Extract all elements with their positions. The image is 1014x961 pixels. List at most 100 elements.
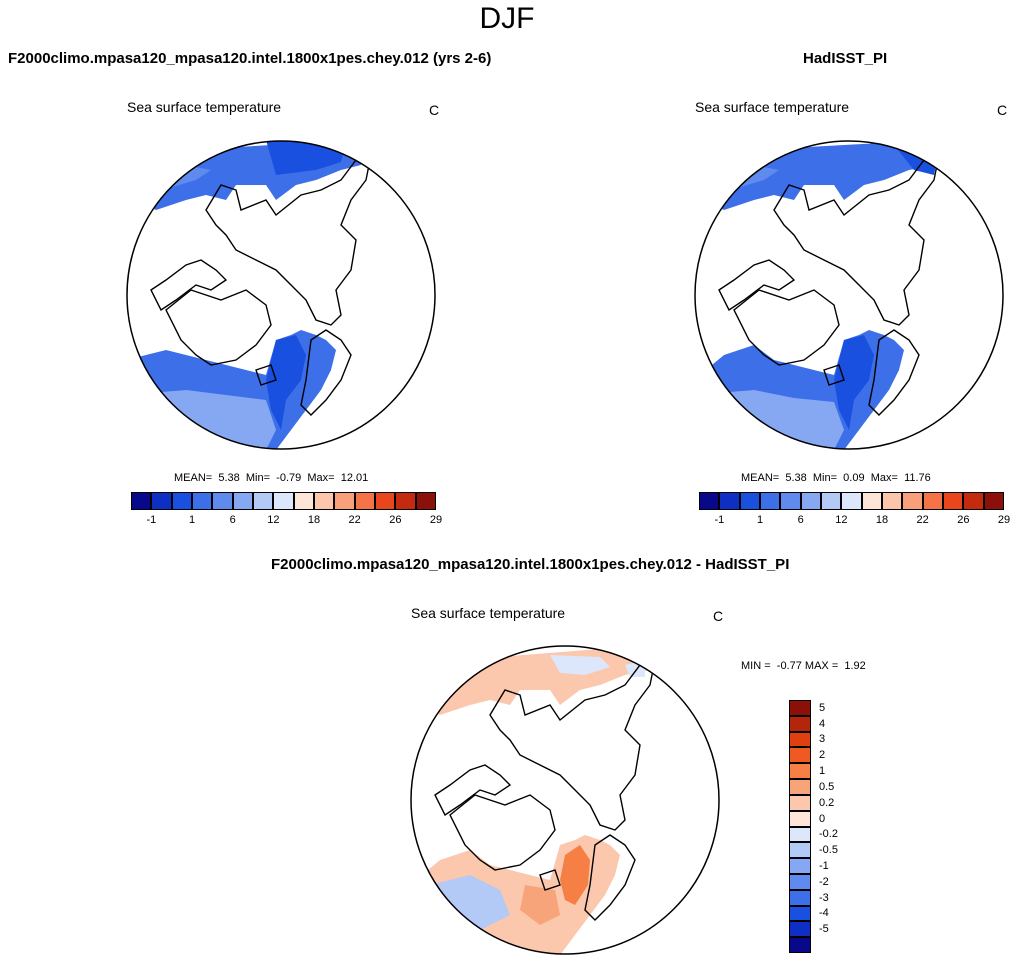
diff-panel-title: F2000climo.mpasa120_mpasa120.intel.1800x… bbox=[271, 556, 790, 573]
panel1-colorbar-swatch bbox=[212, 492, 233, 510]
panel1-mean-value: 5.38 bbox=[218, 472, 240, 484]
panel2-max-label: Max= bbox=[870, 472, 898, 484]
panel1-colorbar-swatch bbox=[253, 492, 274, 510]
panel1-coastline-canada bbox=[150, 259, 228, 312]
diff-colorbar-tick-label: 0.5 bbox=[819, 780, 835, 793]
panel2-colorbar-tick-label: -1 bbox=[714, 514, 725, 526]
panel2-colorbar-swatch bbox=[861, 492, 882, 510]
panel1-map bbox=[126, 140, 436, 450]
panel2-coastline-asia bbox=[773, 153, 940, 326]
panel2-colorbar-tick-label: 1 bbox=[756, 514, 764, 526]
panel2-colorbar-swatch bbox=[699, 492, 720, 510]
panel1-min-value: -0.79 bbox=[276, 472, 302, 484]
panel2-min-value: 0.09 bbox=[843, 472, 865, 484]
diff-coastline-canada bbox=[434, 764, 512, 817]
panel1-colorbar-swatch bbox=[415, 492, 436, 510]
panel2-map bbox=[694, 140, 1004, 450]
panel2-colorbar-tick-label: 6 bbox=[797, 514, 804, 526]
panel1-colorbar-ticks: -1 1 6 12 18 22 26 29 bbox=[131, 514, 442, 528]
panel1-colorbar-swatch bbox=[375, 492, 396, 510]
diff-colorbar-swatch bbox=[789, 779, 811, 795]
panel1-colorbar-tick-label: -1 bbox=[146, 514, 157, 526]
diff-colorbar-swatch bbox=[789, 731, 811, 748]
panel2-mean-label: MEAN= bbox=[741, 472, 780, 484]
diff-colorbar-tick-label: 5 bbox=[819, 701, 826, 714]
panel2-max-value: 11.76 bbox=[904, 472, 931, 484]
panel1-mean-label: MEAN= bbox=[174, 472, 213, 484]
diff-colorbar bbox=[789, 700, 811, 953]
panel2-colorbar-swatch bbox=[882, 492, 903, 510]
diff-colorbar-tick-label: 0.2 bbox=[819, 796, 835, 809]
panel2-units: C bbox=[997, 102, 1008, 118]
panel1-colorbar bbox=[131, 492, 436, 510]
panel1-coastline-asia bbox=[205, 153, 372, 326]
diff-min-label: MIN = bbox=[741, 660, 771, 672]
panel1-min-label: Min= bbox=[245, 472, 271, 484]
diff-colorbar-tick-label: 2 bbox=[819, 749, 826, 762]
panel2-coastline-iceland bbox=[823, 364, 845, 386]
panel1-colorbar-swatch bbox=[273, 492, 294, 510]
diff-colorbar-tick-label: -1 bbox=[819, 859, 829, 872]
diff-max-value: 1.92 bbox=[844, 660, 866, 672]
diff-field-label: Sea surface temperature bbox=[411, 605, 566, 621]
panel2-colorbar-tick-label: 12 bbox=[835, 514, 848, 526]
panel1-norwegian-sea-sst bbox=[266, 335, 306, 430]
panel1-colorbar-tick-label: 22 bbox=[348, 514, 361, 526]
panel1-colorbar-tick-label: 1 bbox=[188, 514, 196, 526]
panel1-colorbar-tick-label: 6 bbox=[229, 514, 236, 526]
diff-pacific-anomaly-cool bbox=[550, 655, 610, 675]
panel2-colorbar-swatch bbox=[800, 492, 821, 510]
panel2-stats: MEAN= 5.38 Min= 0.09 Max= 11.76 bbox=[741, 472, 931, 484]
panel1-coastline-iceland bbox=[255, 364, 277, 386]
diff-coastline-asia bbox=[489, 658, 656, 831]
diff-colorbar-swatch bbox=[789, 810, 811, 827]
diff-colorbar-swatch bbox=[789, 858, 811, 874]
diff-colorbar-ticks: 5 4 3 2 1 0.5 0.2 0 -0.2 -0.5 -1 -2 -3 -4 -5 bbox=[817, 700, 857, 953]
diff-colorbar-tick-label: 4 bbox=[819, 717, 826, 730]
diff-colorbar-tick-label: 3 bbox=[819, 733, 826, 746]
diff-colorbar-tick-label: -4 bbox=[819, 907, 829, 920]
panel2-colorbar-swatch bbox=[841, 492, 862, 510]
panel2-colorbar-ticks: -1 1 6 12 18 22 26 29 bbox=[699, 514, 1010, 528]
diff-colorbar-swatch bbox=[789, 873, 811, 890]
panel2-coastline-greenland bbox=[733, 289, 840, 366]
diff-colorbar-swatch bbox=[789, 763, 811, 780]
diff-max-label: MAX = bbox=[804, 660, 839, 672]
panel1-max-value: 12.01 bbox=[340, 472, 369, 484]
diff-colorbar-swatch bbox=[789, 937, 811, 953]
panel2-colorbar-swatch bbox=[943, 492, 964, 510]
diff-colorbar-tick-label: -0.2 bbox=[819, 828, 838, 841]
panel2-colorbar-swatch bbox=[719, 492, 740, 510]
diff-colorbar-tick-label: -3 bbox=[819, 891, 829, 904]
diff-colorbar-swatch bbox=[789, 700, 811, 716]
panel2-colorbar-tick-label: 26 bbox=[957, 514, 970, 526]
diff-min-value: -0.77 bbox=[776, 660, 802, 672]
panel1-colorbar-swatch bbox=[293, 492, 314, 510]
diff-colorbar-tick-label: -5 bbox=[819, 923, 829, 936]
panel1-colorbar-swatch bbox=[232, 492, 253, 510]
diff-colorbar-swatch bbox=[789, 826, 811, 843]
panel2-colorbar-swatch bbox=[780, 492, 801, 510]
diff-colorbar-swatch bbox=[789, 921, 811, 938]
diff-coastline-iceland bbox=[539, 869, 561, 891]
diff-colorbar-tick-label: -0.5 bbox=[819, 844, 838, 857]
panel1-coastline-greenland bbox=[165, 289, 272, 366]
diff-colorbar-swatch bbox=[789, 715, 811, 732]
panel1-colorbar-tick-label: 18 bbox=[307, 514, 321, 526]
panel1-units: C bbox=[429, 102, 440, 118]
panel2-field-label: Sea surface temperature bbox=[695, 99, 850, 115]
panel2-colorbar-swatch bbox=[922, 492, 943, 510]
panel1-colorbar-tick-label: 26 bbox=[389, 514, 402, 526]
diff-colorbar-tick-label: 0 bbox=[819, 812, 826, 825]
diff-colorbar-tick-label: 1 bbox=[819, 765, 826, 778]
panel1-colorbar-swatch bbox=[334, 492, 355, 510]
diff-units: C bbox=[713, 608, 724, 624]
panel2-min-label: Min= bbox=[812, 472, 838, 484]
panel1-colorbar-swatch bbox=[171, 492, 192, 510]
panel2-colorbar-swatch bbox=[983, 492, 1004, 510]
panel1-colorbar-swatch bbox=[192, 492, 213, 510]
panel1-coastline-scandinavia bbox=[300, 329, 352, 416]
diff-map bbox=[410, 645, 720, 955]
panel1-colorbar-swatch bbox=[395, 492, 416, 510]
panel2-colorbar-swatch bbox=[821, 492, 842, 510]
